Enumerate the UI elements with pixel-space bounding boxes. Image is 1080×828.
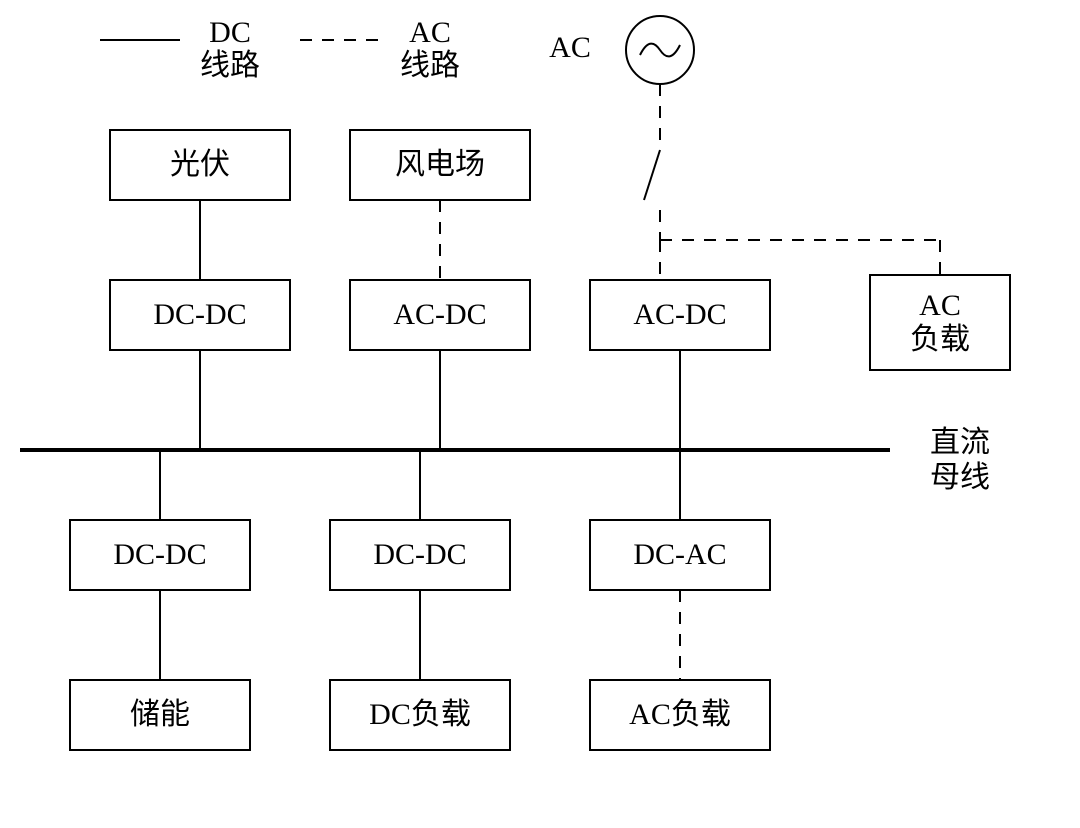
node-dcload-label: DC负载: [369, 698, 471, 731]
dc-bus-label-2: 母线: [930, 461, 990, 494]
ac-switch-open: [644, 150, 660, 200]
legend-dc-label-2: 线路: [200, 49, 260, 82]
node-storage-label: 储能: [130, 698, 190, 731]
node-wind-label: 风电场: [395, 148, 485, 181]
node-dcac-label: DC-AC: [633, 538, 726, 571]
ac-source-label: AC: [549, 31, 591, 64]
node-dcdc2-label: DC-DC: [113, 538, 206, 571]
legend-dc-label-1: DC: [209, 16, 251, 49]
node-acdc2-label: AC-DC: [633, 298, 726, 331]
node-acload1-label-1: AC: [919, 289, 961, 322]
node-acload1-label-2: 负载: [910, 323, 970, 356]
node-acload2-label: AC负载: [629, 698, 731, 731]
node-acdc1-label: AC-DC: [393, 298, 486, 331]
node-dcdc1-label: DC-DC: [153, 298, 246, 331]
legend-ac-label-2: 线路: [400, 49, 460, 82]
legend-ac-label-1: AC: [409, 16, 451, 49]
microgrid-diagram: DC 线路 AC 线路 AC 光伏 风电场 DC-DC AC-DC AC-DC …: [0, 0, 1080, 828]
dc-bus-label-1: 直流: [930, 426, 990, 459]
node-dcdc3-label: DC-DC: [373, 538, 466, 571]
node-pv-label: 光伏: [170, 148, 230, 181]
